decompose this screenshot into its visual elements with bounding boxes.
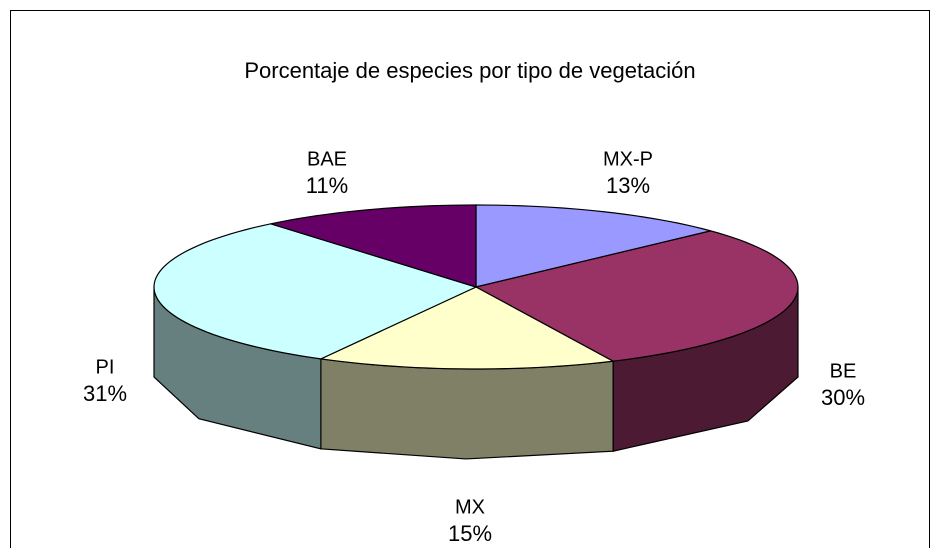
pie-slice (474, 230, 799, 362)
slice-value-label: 11% (306, 173, 348, 198)
chart-title: Porcentaje de especies por tipo de veget… (244, 58, 695, 83)
slice-label: BAE (307, 148, 347, 170)
slice-label: PI (96, 356, 115, 378)
slice-value-label: 31% (83, 381, 127, 406)
pie-side (320, 358, 614, 460)
pie-slice (153, 223, 478, 360)
slice-value-label: 15% (448, 521, 492, 546)
pie-slice (318, 286, 616, 370)
slice-label: MX-P (603, 148, 653, 170)
slice-label: MX (455, 496, 485, 518)
pie-slice (270, 204, 477, 288)
slice-label: BE (830, 360, 857, 382)
slice-value-label: 30% (821, 385, 865, 410)
slice-value-label: 13% (606, 173, 650, 198)
pie-slice (475, 204, 711, 288)
